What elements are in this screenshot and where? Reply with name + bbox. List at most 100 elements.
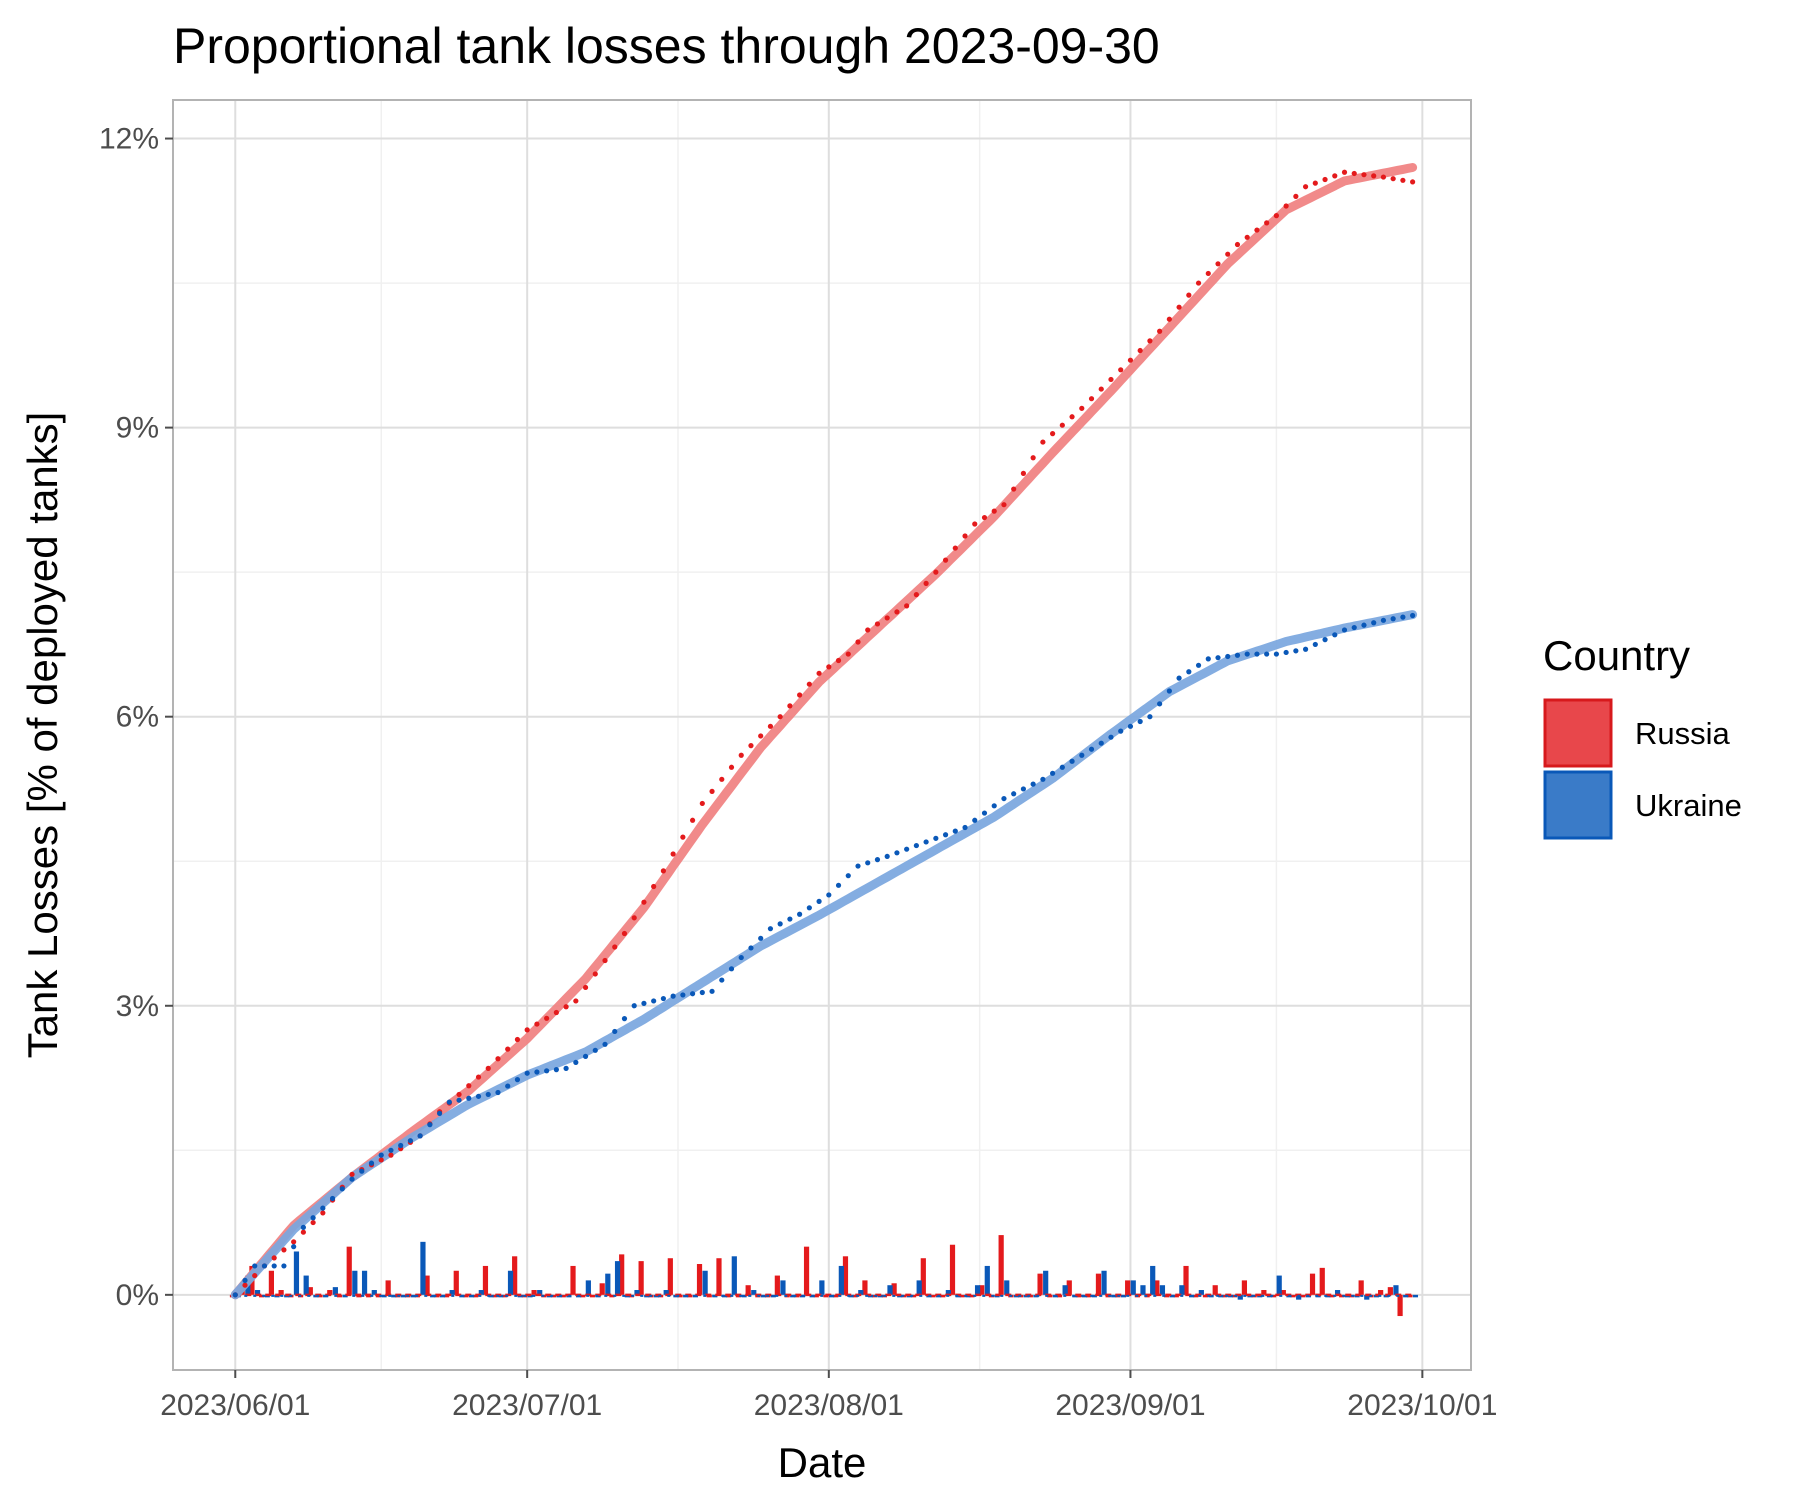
cumulative-point-ukraine	[758, 935, 764, 941]
cumulative-point-russia	[1361, 172, 1367, 178]
cumulative-point-ukraine	[1001, 795, 1007, 802]
cumulative-point-ukraine	[1050, 770, 1056, 776]
cumulative-point-ukraine	[699, 989, 705, 996]
daily-bar-russia	[492, 1294, 498, 1298]
cumulative-point-ukraine	[1400, 614, 1406, 620]
cumulative-point-russia	[972, 521, 978, 527]
daily-bar-russia	[696, 1264, 703, 1295]
y-tick-label: 12%	[99, 123, 159, 156]
cumulative-point-russia	[1147, 338, 1153, 344]
cumulative-point-ukraine	[621, 1016, 628, 1022]
cumulative-point-ukraine	[797, 911, 803, 917]
cumulative-point-russia	[271, 1255, 277, 1261]
cumulative-point-ukraine	[1195, 662, 1202, 668]
cumulative-point-ukraine	[271, 1263, 277, 1269]
daily-bar-russia	[589, 1294, 596, 1298]
cumulative-point-russia	[320, 1210, 326, 1216]
cumulative-point-russia	[874, 621, 881, 627]
cumulative-point-russia	[1371, 173, 1377, 179]
cumulative-point-ukraine	[767, 926, 774, 932]
daily-bar-russia	[1222, 1294, 1228, 1298]
cumulative-point-ukraine	[904, 846, 910, 852]
cumulative-point-russia	[1244, 234, 1250, 240]
daily-bar-russia	[910, 1294, 917, 1298]
smooth-trend-russia	[230, 163, 1418, 1300]
cumulative-point-russia	[1215, 261, 1221, 267]
x-tick-label: 2023/07/01	[452, 1389, 602, 1422]
daily-bar-russia	[1095, 1273, 1102, 1295]
cumulative-point-ukraine	[232, 1292, 238, 1298]
daily-bar-ukraine	[1140, 1285, 1146, 1295]
cumulative-point-russia	[991, 508, 997, 514]
cumulative-point-ukraine	[680, 992, 686, 998]
cumulative-point-russia	[758, 733, 764, 739]
cumulative-point-russia	[1079, 405, 1085, 411]
cumulative-point-ukraine	[874, 857, 881, 863]
cumulative-point-russia	[1059, 422, 1065, 428]
cumulative-point-ukraine	[1293, 648, 1299, 654]
cumulative-point-russia	[1293, 193, 1299, 199]
cumulative-point-russia	[544, 1015, 550, 1021]
cumulative-point-ukraine	[505, 1083, 511, 1089]
cumulative-point-russia	[242, 1282, 248, 1288]
daily-bar-ukraine	[634, 1290, 640, 1295]
cumulative-point-ukraine	[398, 1142, 404, 1149]
cumulative-point-ukraine	[719, 977, 725, 983]
cumulative-point-ukraine	[1118, 728, 1124, 734]
daily-bar-russia	[580, 1294, 586, 1298]
chart-title: Proportional tank losses through 2023-09…	[173, 18, 1160, 74]
cumulative-point-russia	[1312, 180, 1318, 186]
daily-bar-russia	[570, 1265, 576, 1295]
daily-bar-russia	[1397, 1294, 1403, 1317]
daily-bar-ukraine	[430, 1294, 436, 1298]
cumulative-point-ukraine	[466, 1095, 472, 1101]
daily-bar-russia	[1270, 1294, 1277, 1298]
cumulative-point-russia	[378, 1157, 384, 1163]
daily-bar-russia	[259, 1294, 265, 1298]
cumulative-point-ukraine	[709, 988, 715, 994]
x-tick-label: 2023/10/01	[1347, 1389, 1497, 1422]
cumulative-point-ukraine	[349, 1176, 355, 1182]
cumulative-point-russia	[1001, 502, 1007, 508]
cumulative-point-russia	[310, 1219, 316, 1226]
daily-bar-russia	[1261, 1290, 1267, 1295]
daily-bar-ukraine	[332, 1287, 338, 1295]
cumulative-point-russia	[1264, 220, 1270, 226]
cumulative-point-ukraine	[787, 916, 793, 922]
cumulative-point-russia	[1225, 251, 1231, 257]
cumulative-point-russia	[466, 1083, 472, 1089]
daily-bar-ukraine	[1393, 1285, 1399, 1295]
legend: Country Russia Ukraine	[1543, 632, 1742, 840]
cumulative-point-russia	[1137, 347, 1143, 354]
cumulative-point-ukraine	[806, 905, 812, 911]
daily-bar-ukraine	[1130, 1280, 1136, 1295]
daily-bar-ukraine	[1062, 1285, 1068, 1295]
cumulative-point-ukraine	[514, 1077, 521, 1083]
cumulative-point-ukraine	[1040, 776, 1046, 782]
cumulative-point-russia	[835, 657, 842, 664]
cumulative-point-russia	[845, 651, 851, 657]
daily-bar-ukraine	[391, 1294, 397, 1298]
cumulative-point-russia	[865, 627, 871, 633]
cumulative-point-russia	[728, 764, 735, 770]
cumulative-point-ukraine	[320, 1205, 326, 1211]
cumulative-point-russia	[913, 592, 919, 598]
cumulative-point-ukraine	[981, 810, 988, 816]
daily-bar-ukraine	[1043, 1270, 1049, 1295]
cumulative-point-ukraine	[651, 998, 657, 1004]
cumulative-point-russia	[524, 1027, 530, 1033]
cumulative-point-russia	[485, 1065, 491, 1071]
daily-bar-russia	[609, 1294, 615, 1298]
cumulative-point-ukraine	[1098, 740, 1104, 746]
cumulative-point-ukraine	[544, 1068, 550, 1074]
cumulative-point-russia	[1273, 213, 1279, 219]
daily-bar-russia	[502, 1294, 508, 1298]
daily-bar-russia	[453, 1270, 459, 1295]
cumulative-point-ukraine	[281, 1263, 287, 1269]
cumulative-point-russia	[1234, 241, 1241, 248]
daily-bar-russia	[862, 1280, 868, 1295]
daily-bar-ukraine	[371, 1290, 377, 1295]
cumulative-point-russia	[1040, 439, 1046, 445]
cumulative-point-russia	[1390, 176, 1396, 182]
daily-bar-russia	[667, 1258, 673, 1295]
